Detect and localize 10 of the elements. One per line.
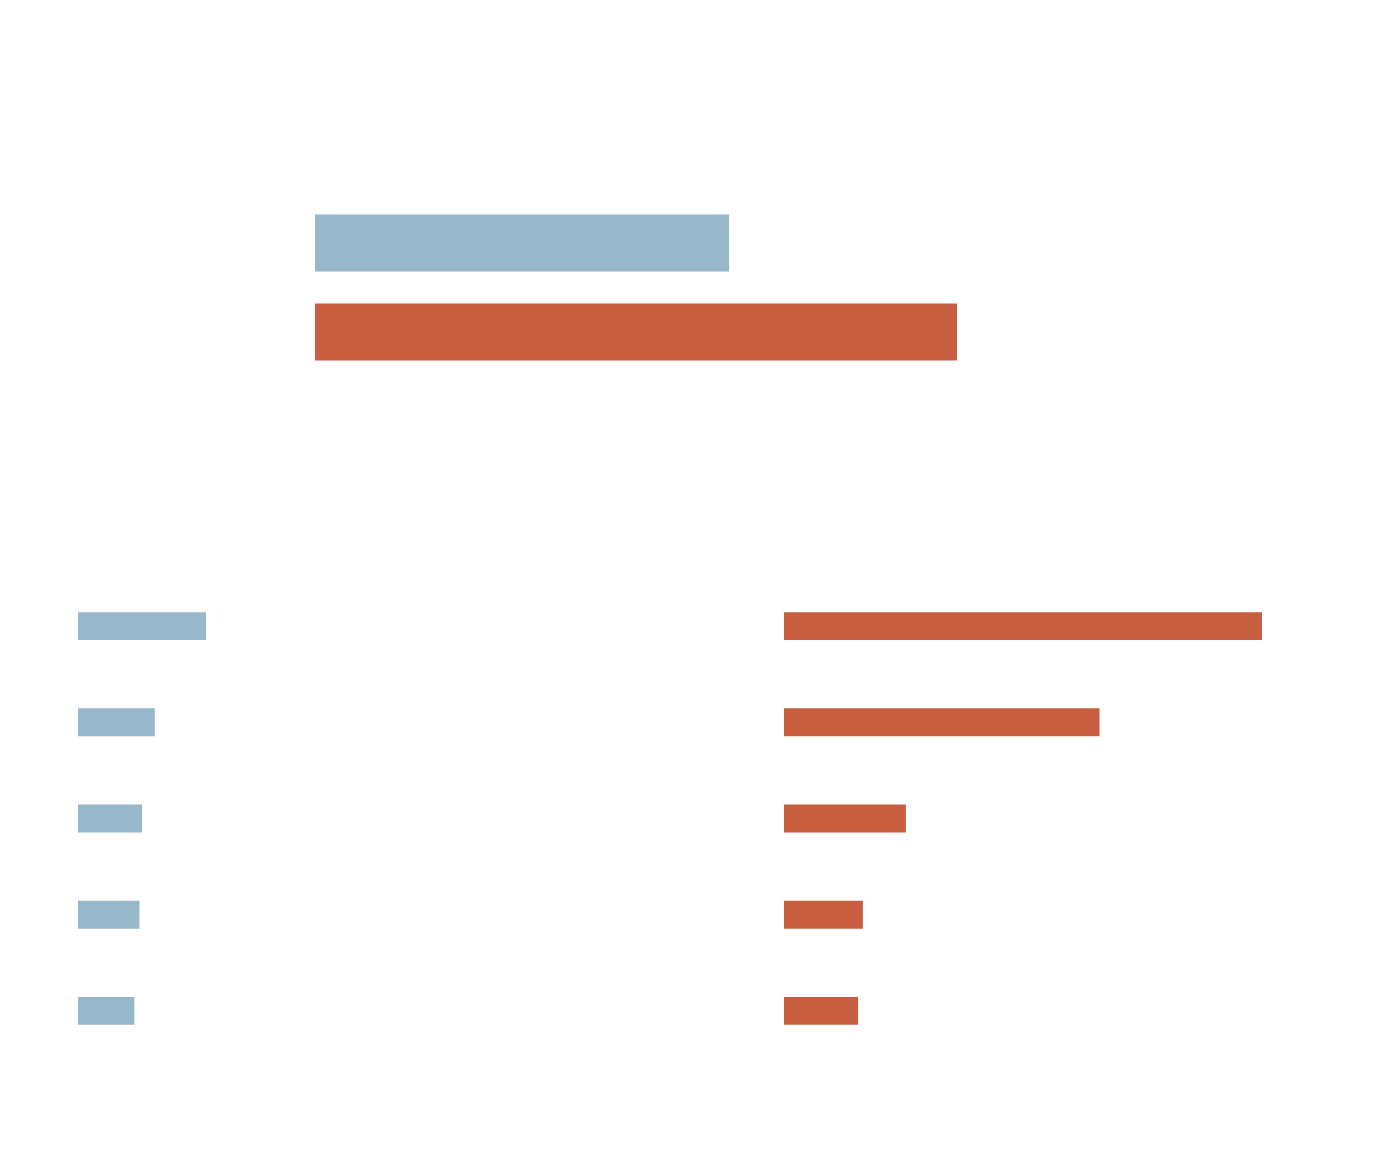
bar [78, 900, 140, 929]
bar [78, 804, 142, 833]
bar [784, 708, 1100, 737]
bar [784, 612, 1262, 641]
bar [78, 612, 206, 641]
bar [784, 996, 859, 1025]
bar [784, 900, 863, 929]
bar [78, 708, 155, 737]
bar [78, 996, 135, 1025]
bar [784, 804, 906, 833]
